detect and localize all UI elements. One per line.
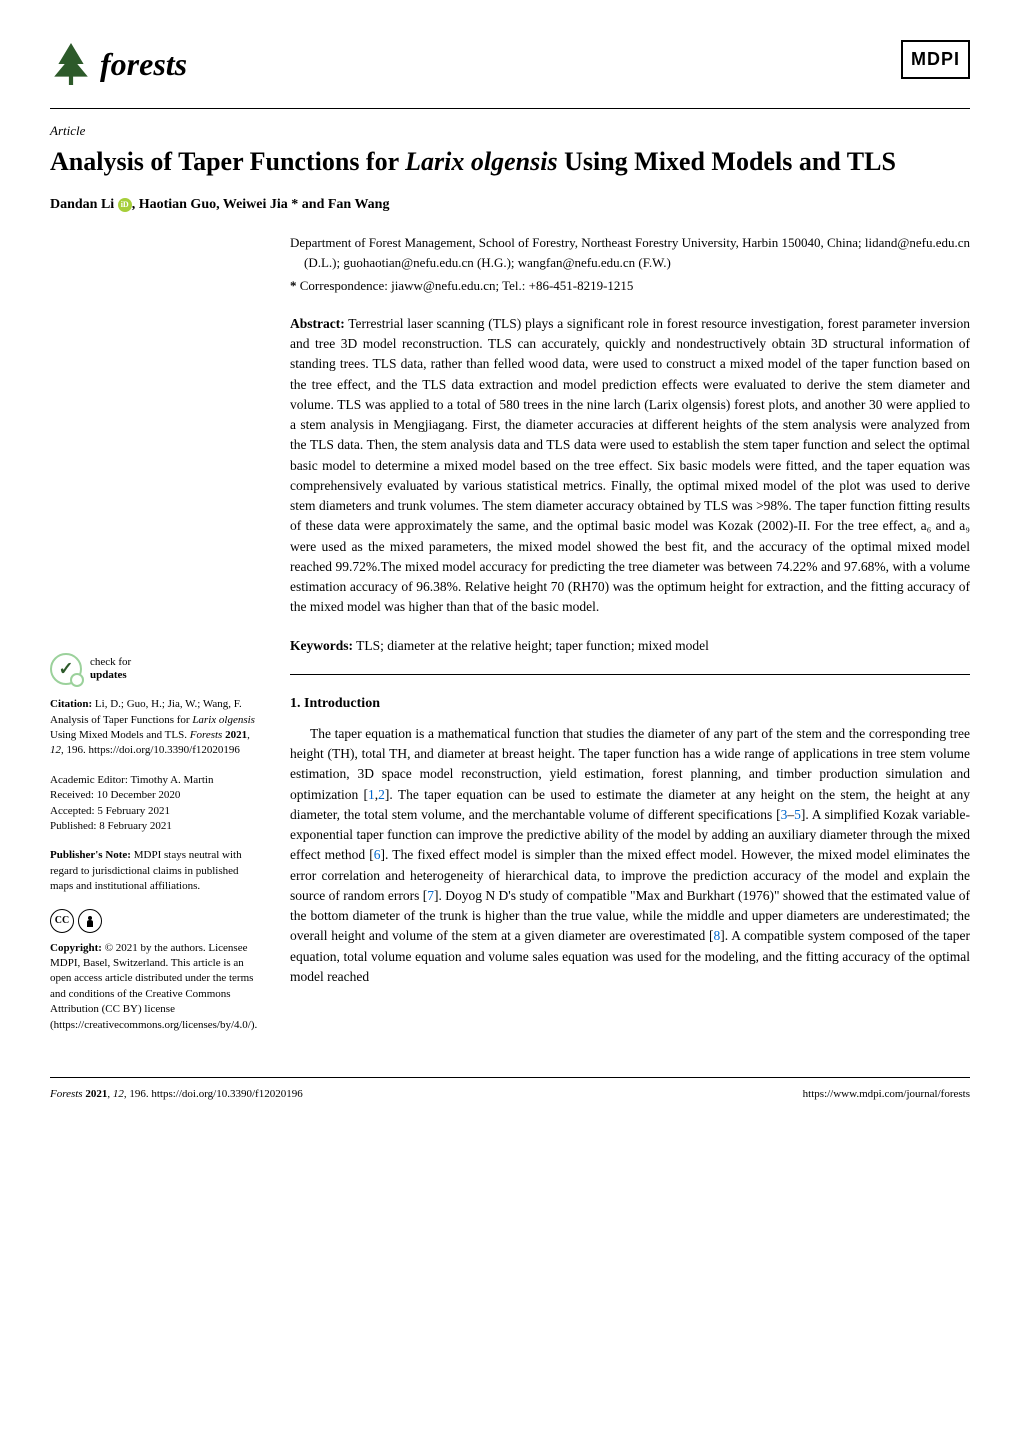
cc-icon: CC: [50, 909, 74, 933]
editor-block: Academic Editor: Timothy A. Martin Recei…: [50, 773, 260, 835]
ref-link-1[interactable]: 1: [368, 787, 375, 802]
correspondence-star: *: [290, 278, 297, 293]
authors: Dandan Li , Haotian Guo, Weiwei Jia * an…: [50, 194, 970, 215]
citation-year: 2021: [225, 729, 247, 741]
check-updates-icon: [50, 653, 82, 685]
sidebar: check for updates Citation: Li, D.; Guo,…: [50, 233, 260, 1047]
citation-rest: ,: [247, 729, 250, 741]
sidebar-spacer: [50, 233, 260, 653]
correspondence: * Correspondence: jiaww@nefu.edu.cn; Tel…: [290, 276, 970, 296]
academic-editor: Academic Editor: Timothy A. Martin: [50, 773, 260, 788]
orcid-icon[interactable]: [118, 198, 132, 212]
footer: Forests 2021, 12, 196. https://doi.org/1…: [50, 1077, 970, 1103]
journal-logo: forests: [50, 40, 187, 88]
copyright-text: Copyright: © 2021 by the authors. Licens…: [50, 941, 260, 1033]
correspondence-text: Correspondence: jiaww@nefu.edu.cn; Tel.:…: [300, 278, 634, 293]
title-suffix: Using Mixed Models and TLS: [558, 147, 896, 176]
by-icon: [78, 909, 102, 933]
citation-block: Citation: Li, D.; Guo, H.; Jia, W.; Wang…: [50, 697, 260, 759]
pubnote-label: Publisher's Note:: [50, 849, 131, 861]
check-arrow-icon: [70, 673, 84, 687]
footer-vol: 12: [113, 1088, 124, 1100]
keywords: Keywords: TLS; diameter at the relative …: [290, 636, 970, 656]
publishers-note: Publisher's Note: MDPI stays neutral wit…: [50, 848, 260, 894]
content-column: Department of Forest Management, School …: [290, 233, 970, 1047]
citation-end: , 196. https://doi.org/10.3390/f12020196: [61, 744, 240, 756]
publisher-logo: MDPI: [901, 40, 970, 79]
title-species: Larix olgensis: [405, 147, 557, 176]
citation-species: Larix olgensis: [192, 714, 255, 726]
accepted-date: Accepted: 5 February 2021: [50, 804, 260, 819]
intro-paragraph: The taper equation is a mathematical fun…: [290, 724, 970, 987]
header-rule: [50, 108, 970, 109]
authors-rest: , Haotian Guo, Weiwei Jia * and Fan Wang: [132, 197, 390, 212]
check-updates[interactable]: check for updates: [50, 653, 260, 685]
article-type: Article: [50, 121, 970, 141]
section-rule: [290, 674, 970, 675]
abstract: Abstract: Terrestrial laser scanning (TL…: [290, 314, 970, 618]
abstract-label: Abstract:: [290, 316, 345, 331]
main-content: check for updates Citation: Li, D.; Guo,…: [50, 233, 970, 1047]
check-line2: updates: [90, 669, 131, 682]
ref-link-5[interactable]: 5: [794, 807, 801, 822]
footer-right[interactable]: https://www.mdpi.com/journal/forests: [803, 1086, 970, 1103]
keywords-label: Keywords:: [290, 638, 353, 653]
footer-journal: Forests: [50, 1088, 83, 1100]
tree-icon: [50, 43, 92, 85]
footer-year: 2021: [85, 1088, 107, 1100]
intro-heading: 1. Introduction: [290, 693, 970, 714]
ref-link-2[interactable]: 2: [378, 787, 385, 802]
citation-text2: Using Mixed Models and TLS.: [50, 729, 190, 741]
license-block: CC Copyright: © 2021 by the authors. Lic…: [50, 909, 260, 1033]
cc-icons: CC: [50, 909, 260, 933]
title-prefix: Analysis of Taper Functions for: [50, 147, 405, 176]
check-line1: check for: [90, 656, 131, 669]
journal-name: forests: [100, 40, 187, 88]
published-date: Published: 8 February 2021: [50, 819, 260, 834]
abstract-text: Terrestrial laser scanning (TLS) plays a…: [290, 316, 970, 615]
ref-link-7[interactable]: 7: [427, 888, 434, 903]
footer-left: Forests 2021, 12, 196. https://doi.org/1…: [50, 1086, 303, 1103]
keywords-text: TLS; diameter at the relative height; ta…: [356, 638, 709, 653]
check-updates-text: check for updates: [90, 656, 131, 682]
copyright-label: Copyright:: [50, 942, 102, 954]
citation-label: Citation:: [50, 698, 92, 710]
received-date: Received: 10 December 2020: [50, 788, 260, 803]
citation-vol: 12: [50, 744, 61, 756]
citation-journal: Forests: [190, 729, 223, 741]
affiliation: Department of Forest Management, School …: [290, 233, 970, 272]
copyright-body: © 2021 by the authors. Licensee MDPI, Ba…: [50, 942, 257, 1031]
page: forests MDPI Article Analysis of Taper F…: [0, 0, 1020, 1132]
person-icon: [84, 915, 96, 927]
header: forests MDPI: [50, 40, 970, 88]
author-first: Dandan Li: [50, 197, 118, 212]
footer-end: , 196. https://doi.org/10.3390/f12020196: [124, 1088, 303, 1100]
article-title: Analysis of Taper Functions for Larix ol…: [50, 145, 970, 179]
ref-link-3[interactable]: 3: [781, 807, 788, 822]
